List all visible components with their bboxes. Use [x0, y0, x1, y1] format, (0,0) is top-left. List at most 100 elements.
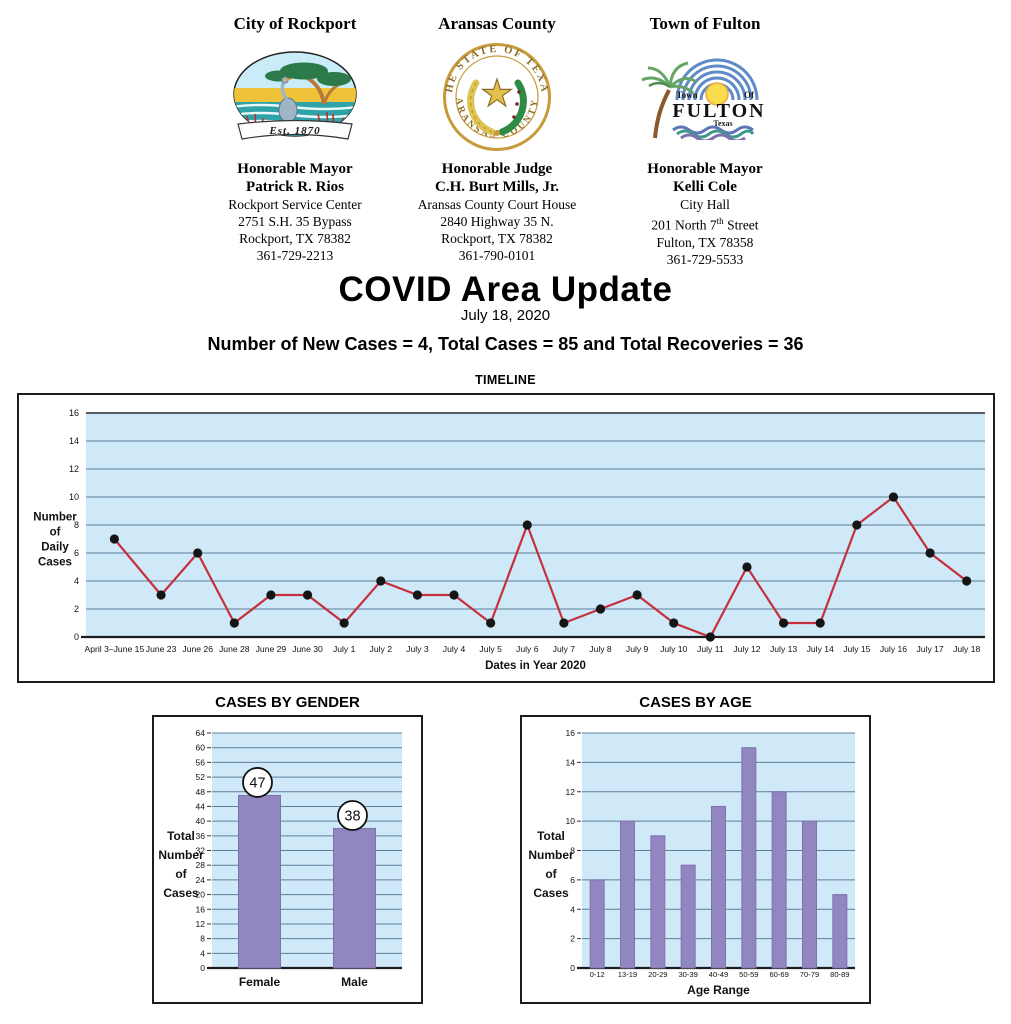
svg-text:32: 32: [196, 846, 206, 856]
svg-text:April 3–June 15: April 3–June 15: [85, 644, 145, 654]
svg-text:July 16: July 16: [880, 644, 907, 654]
svg-text:20-29: 20-29: [648, 970, 667, 979]
svg-text:2: 2: [570, 934, 575, 944]
svg-text:Daily: Daily: [41, 542, 69, 554]
svg-text:July 2: July 2: [370, 644, 393, 654]
svg-text:July 15: July 15: [843, 644, 870, 654]
aransas-county-seal: THE STATE OF TEXAS ARANSAS COUNTY: [442, 42, 551, 151]
svg-text:6: 6: [570, 875, 575, 885]
age-chart-title: CASES BY AGE: [639, 694, 752, 711]
org-fulton-official-title: Honorable Mayor: [647, 161, 763, 177]
svg-text:July 8: July 8: [589, 644, 612, 654]
svg-text:16: 16: [69, 408, 79, 418]
svg-text:40: 40: [196, 816, 206, 826]
svg-text:56: 56: [196, 757, 206, 767]
svg-text:6: 6: [74, 548, 79, 558]
est-banner-text: Est. 1870: [268, 125, 320, 137]
svg-text:July 12: July 12: [733, 644, 760, 654]
svg-text:47: 47: [249, 775, 265, 791]
svg-text:Female: Female: [239, 975, 281, 989]
svg-text:64: 64: [196, 728, 206, 738]
svg-text:of: of: [175, 867, 187, 881]
svg-text:20: 20: [196, 890, 206, 900]
phone-number: 361-790-0101: [458, 248, 536, 263]
fulton-word-town: Town: [676, 90, 697, 100]
svg-text:July 9: July 9: [626, 644, 649, 654]
svg-text:16: 16: [566, 728, 576, 738]
rockport-scene: [234, 62, 356, 136]
svg-text:July 11: July 11: [697, 644, 724, 654]
svg-text:0: 0: [74, 632, 79, 642]
svg-text:10: 10: [69, 492, 79, 502]
phone-number: 361-729-2213: [256, 248, 334, 263]
org-rockport-official-name: Patrick R. Rios: [246, 179, 344, 195]
svg-text:60-69: 60-69: [769, 970, 788, 979]
svg-text:4: 4: [570, 904, 575, 914]
org-rockport-title: City of Rockport: [233, 14, 357, 33]
svg-text:July 10: July 10: [660, 644, 687, 654]
svg-text:4: 4: [200, 948, 205, 958]
svg-text:70-79: 70-79: [800, 970, 819, 979]
svg-text:June 23: June 23: [146, 644, 177, 654]
svg-text:June 26: June 26: [182, 644, 213, 654]
svg-text:8: 8: [74, 520, 79, 530]
svg-text:of: of: [50, 527, 61, 539]
age-chart-frame: 0 2 4 6 8 10 12 14 16 0-12 13-19 20-29 30-39 40-49 50-…: [520, 715, 871, 1004]
report-date: July 18, 2020: [460, 307, 551, 324]
svg-text:Number: Number: [528, 848, 574, 862]
svg-text:80-89: 80-89: [830, 970, 849, 979]
sun-icon: [705, 82, 729, 106]
svg-text:Male: Male: [341, 975, 368, 989]
svg-text:July 7: July 7: [553, 644, 576, 654]
org-aransas-official-title: Honorable Judge: [441, 161, 553, 177]
svg-text:48: 48: [196, 787, 206, 797]
address-line: Rockport Service Center: [228, 197, 362, 212]
svg-text:Total: Total: [537, 829, 565, 843]
svg-text:Cases: Cases: [533, 886, 569, 900]
svg-text:Number: Number: [33, 512, 77, 524]
svg-text:July 13: July 13: [770, 644, 797, 654]
svg-text:52: 52: [196, 772, 206, 782]
timeline-chart-frame: 0 2 4 6 8 10 12 14 16 April 3–June 15 June 23 June …: [17, 393, 995, 683]
svg-text:Cases: Cases: [38, 557, 72, 569]
svg-text:0: 0: [200, 963, 205, 973]
org-rockport: City of Rockport: [180, 14, 410, 264]
town-of-fulton-logo: Town Of FULTON Texas: [641, 58, 765, 140]
star-icon: [480, 77, 514, 108]
svg-text:24: 24: [196, 875, 206, 885]
address-line: Rockport, TX 78382: [441, 231, 553, 246]
rockport-seal-logo: Est. 1870: [233, 51, 357, 140]
fulton-word-name: FULTON: [672, 100, 765, 122]
org-fulton-official-name: Kelli Cole: [673, 179, 737, 195]
svg-text:8: 8: [570, 846, 575, 856]
timeline-chart-title: TIMELINE: [475, 373, 536, 387]
svg-text:July 1: July 1: [333, 644, 356, 654]
org-aransas: Aransas County THE STATE OF TEXAS ARANSA…: [382, 14, 612, 264]
svg-text:Age Range: Age Range: [687, 983, 750, 997]
svg-text:2: 2: [74, 604, 79, 614]
svg-text:Total: Total: [167, 829, 195, 843]
svg-text:June 28: June 28: [219, 644, 250, 654]
svg-text:June 29: June 29: [256, 644, 287, 654]
address-line: 2840 Highway 35 N.: [440, 214, 554, 229]
svg-text:40-49: 40-49: [709, 970, 728, 979]
sunburst-arcs: [675, 58, 759, 101]
svg-text:July 3: July 3: [406, 644, 429, 654]
svg-text:36: 36: [196, 831, 206, 841]
svg-text:10: 10: [566, 816, 576, 826]
svg-text:13-19: 13-19: [618, 970, 637, 979]
org-fulton: Town of Fulton Town Of FULTON Texas: [590, 14, 820, 268]
case-summary: Number of New Cases = 4, Total Cases = 8…: [207, 334, 804, 354]
svg-text:July 17: July 17: [916, 644, 943, 654]
age-bar-chart: 0 2 4 6 8 10 12 14 16 0-12 13-19 20-29 30-39 40-49 50-…: [528, 728, 855, 997]
svg-text:of: of: [545, 867, 557, 881]
svg-text:60: 60: [196, 743, 206, 753]
svg-text:50-59: 50-59: [739, 970, 758, 979]
svg-text:July 14: July 14: [807, 644, 834, 654]
fulton-word-state: Texas: [713, 119, 732, 128]
svg-text:July 5: July 5: [479, 644, 502, 654]
address-line: City Hall: [680, 197, 730, 212]
phone-number: 361-729-5533: [666, 251, 744, 267]
address-line: 201 North 7th Street: [651, 216, 759, 233]
